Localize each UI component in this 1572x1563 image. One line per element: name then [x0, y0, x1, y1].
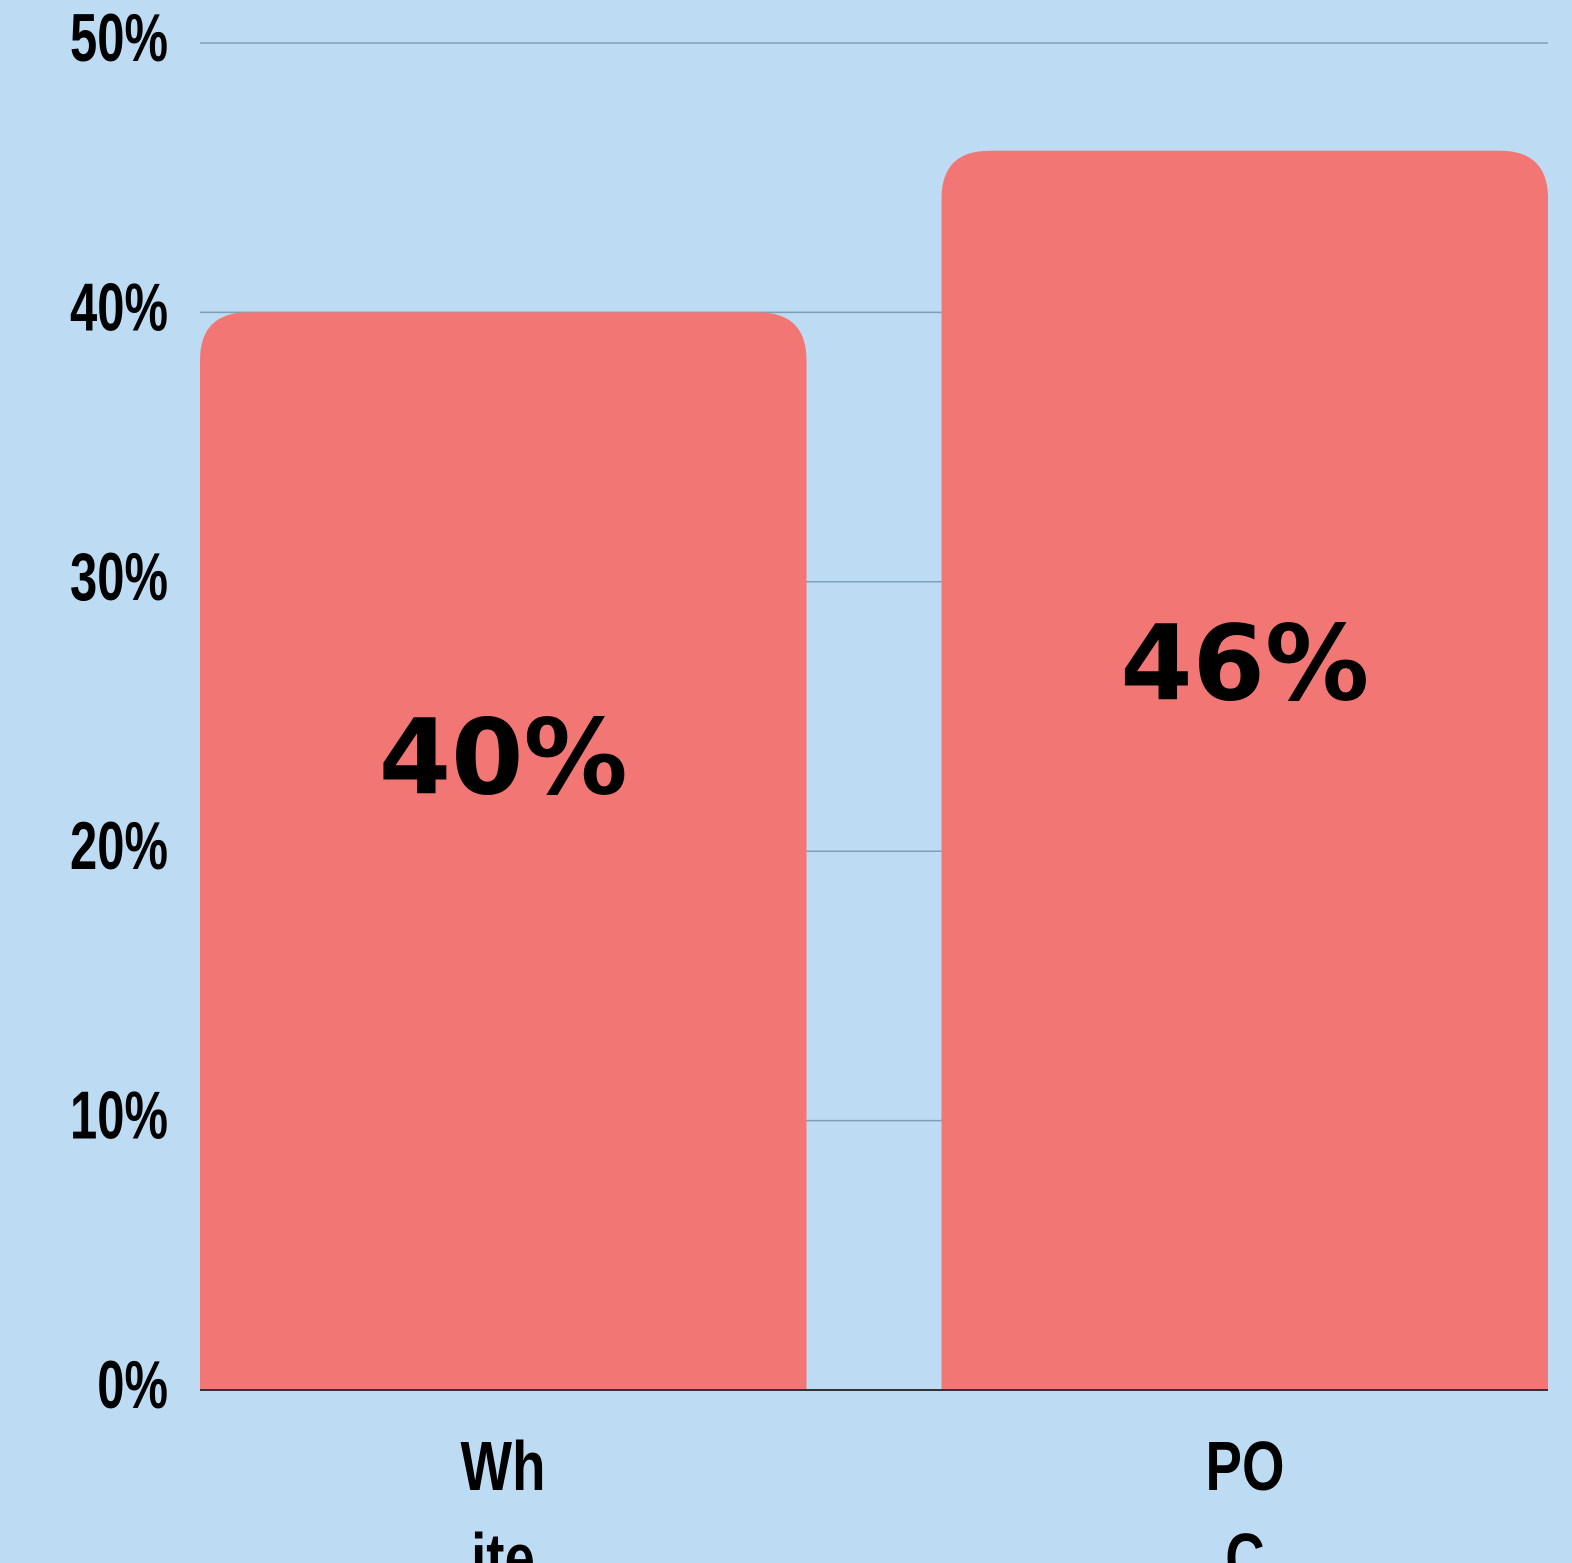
bar: [200, 312, 807, 1390]
y-tick-label: 50%: [70, 0, 168, 76]
y-tick-label: 20%: [70, 807, 168, 884]
y-tick-label: 40%: [70, 268, 168, 345]
x-tick-label: POC: [1205, 1427, 1285, 1563]
y-tick-label: 30%: [70, 538, 168, 615]
value-label: 46%: [1120, 603, 1369, 725]
y-tick-label: 0%: [97, 1346, 168, 1423]
y-tick-label: 10%: [70, 1077, 168, 1154]
bar: [941, 150, 1548, 1390]
x-tick-label: White: [460, 1427, 546, 1563]
value-label: 40%: [379, 696, 628, 818]
